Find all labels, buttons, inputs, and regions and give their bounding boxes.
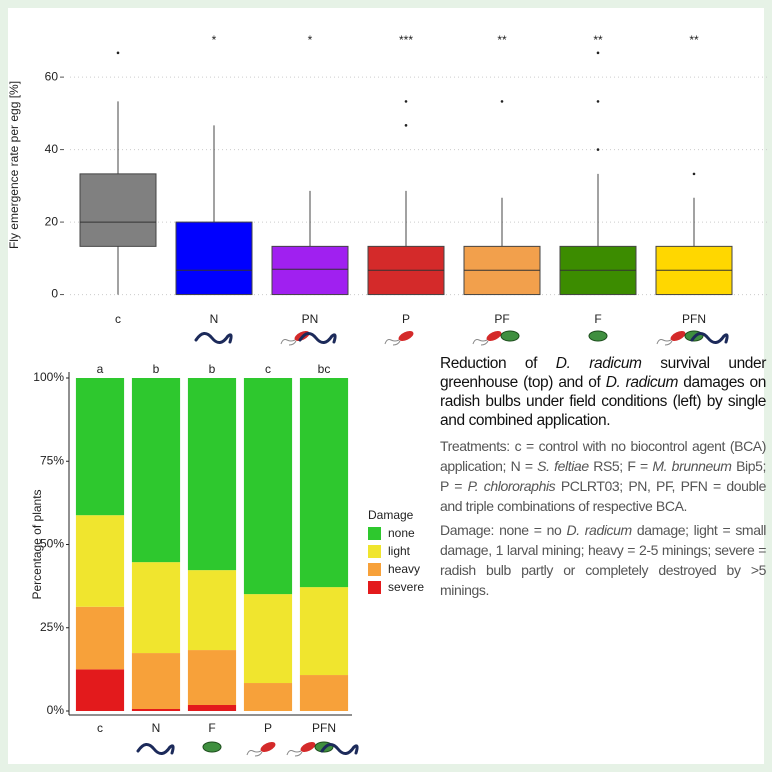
significance: *** [399,33,413,47]
bar-segment [132,562,180,653]
x-tick-label: P [402,312,410,326]
legend-swatch [368,563,381,576]
page: Fly emergence rate per egg [%] 0 20 40 60 c * N… [0,0,772,772]
legend-label: heavy [388,562,420,576]
legend-swatch [368,545,381,558]
outlier [405,100,408,103]
significance: ** [689,33,699,47]
caption-heading: Reduction of D. radicum survival under g… [440,354,766,430]
x-tick-label: F [594,312,601,326]
y-tick-label: 40 [45,142,59,156]
bar-segment [188,705,236,711]
caption-text: D. radicum [567,522,632,538]
outlier [405,124,408,127]
caption: Reduction of D. radicum survival under g… [440,354,766,604]
outlier [501,100,504,103]
caption-treatments: Treatments: c = control with no biocontr… [440,436,766,516]
x-tick-label: N [152,721,161,735]
bar-segment [132,653,180,709]
y-tick-label: 0% [47,703,65,717]
bar-segment [188,378,236,570]
caption-text: P. chlororaphis [468,478,556,494]
significance-letter: b [153,362,160,376]
bar-segment [76,378,124,515]
y-tick-label: 100% [33,370,64,384]
y-tick-label: 50% [40,537,64,551]
fungus-icon [203,742,221,752]
legend-label: none [388,526,415,540]
outlier [117,52,120,55]
bar-segment [188,570,236,650]
bar-segment [244,683,292,711]
caption-text: M. brunneum [652,458,731,474]
bar-segment [76,515,124,607]
significance: ** [497,33,507,47]
bar-segment [300,675,348,711]
significance: * [212,33,217,47]
legend-label: light [388,544,411,558]
legend-title: Damage [368,508,414,522]
caption-text: S. feltiae [537,458,589,474]
x-tick-label: F [208,721,215,735]
legend-label: severe [388,580,424,594]
outlier [597,100,600,103]
x-tick-label: P [264,721,272,735]
significance: * [308,33,313,47]
bar-segment [132,709,180,711]
significance-letter: a [97,362,104,376]
y-tick-label: 20 [45,214,59,228]
x-tick-label: PN [302,312,319,326]
y-tick-label: 75% [40,453,64,467]
x-tick-label: c [115,312,121,326]
box [176,222,252,294]
legend-swatch [368,527,381,540]
x-tick-label: PF [494,312,509,326]
bar-segment [300,587,348,675]
fungus-icon [589,331,607,341]
x-tick-label: c [97,721,103,735]
caption-damage: Damage: none = no D. radicum damage; lig… [440,520,766,600]
significance: ** [593,33,603,47]
bar-segment [132,378,180,562]
legend-swatch [368,581,381,594]
caption-text: Reduction of [440,355,556,372]
bar-segment [188,650,236,705]
caption-text: D. radicum [556,355,642,372]
x-tick-label: N [210,312,219,326]
y-tick-label: 60 [45,69,59,83]
significance-letter: b [209,362,216,376]
bar-segment [76,607,124,670]
caption-text: Damage: none = no [440,522,567,538]
box [272,246,348,294]
outlier [597,148,600,151]
outlier [597,52,600,55]
outlier [693,173,696,176]
bar-segment [244,378,292,594]
bar-segment [76,669,124,711]
y-axis-label: Fly emergence rate per egg [%] [7,81,21,249]
x-tick-label: PFN [312,721,336,735]
y-tick-label: 0 [51,287,58,301]
box [80,174,156,246]
y-tick-label: 25% [40,620,64,634]
bar-segment [300,378,348,587]
significance-letter: bc [318,362,331,376]
caption-text: RS5; F = [589,458,653,474]
caption-text: D. radicum [606,374,678,391]
fungus-icon [501,331,519,341]
bar-segment [244,594,292,683]
x-tick-label: PFN [682,312,706,326]
significance-letter: c [265,362,271,376]
